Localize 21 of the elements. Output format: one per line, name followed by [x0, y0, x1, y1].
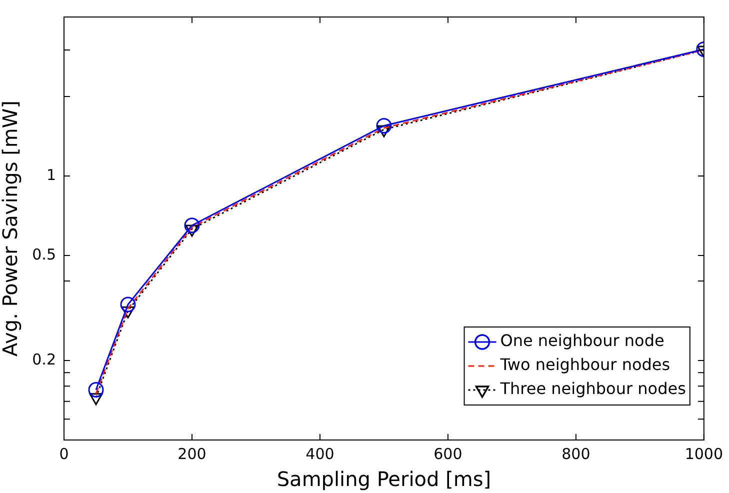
x-tick-label: 0 — [59, 444, 69, 463]
y-axis-title: Avg. Power Savings [mW] — [0, 100, 22, 356]
point — [184, 218, 200, 234]
x-tick-label: 1000 — [684, 444, 724, 463]
y-tick-label: 1 — [46, 166, 56, 184]
x-axis-title: Sampling Period [ms] — [276, 467, 492, 492]
point — [120, 296, 136, 312]
x-tick-label: 200 — [178, 444, 206, 463]
x-tick-label: 400 — [306, 444, 334, 463]
point — [89, 393, 103, 406]
point — [121, 306, 135, 318]
legend-label: Three neighbour nodes — [499, 379, 686, 398]
y-tick-label: 0.2 — [32, 350, 56, 368]
legend-label: Two neighbour nodes — [499, 355, 670, 374]
point — [376, 118, 392, 134]
x-tick-label: 800 — [562, 444, 590, 463]
x-tick-label: 600 — [434, 444, 462, 463]
point — [377, 125, 391, 138]
legend-label: One neighbour node — [500, 331, 664, 350]
y-tick-label: 0.5 — [32, 245, 56, 264]
point — [185, 224, 199, 237]
